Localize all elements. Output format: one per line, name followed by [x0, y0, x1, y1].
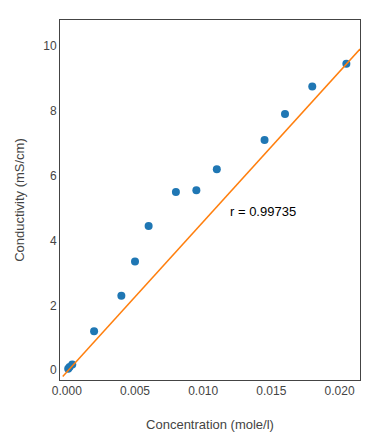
svg-text:0.015: 0.015	[256, 384, 286, 398]
svg-text:6: 6	[50, 169, 57, 183]
svg-text:0.005: 0.005	[120, 384, 150, 398]
svg-text:0.020: 0.020	[325, 384, 355, 398]
svg-text:4: 4	[50, 234, 57, 248]
svg-text:8: 8	[50, 104, 57, 118]
svg-text:0.010: 0.010	[188, 384, 218, 398]
svg-text:2: 2	[50, 299, 57, 313]
svg-text:0: 0	[50, 363, 57, 377]
svg-text:Concentration (mole/l): Concentration (mole/l)	[146, 417, 274, 432]
svg-text:10: 10	[43, 39, 57, 53]
svg-text:Conductivity (mS/cm): Conductivity (mS/cm)	[12, 138, 27, 262]
svg-text:0.000: 0.000	[52, 384, 82, 398]
svg-text:r = 0.99735: r = 0.99735	[230, 204, 296, 219]
